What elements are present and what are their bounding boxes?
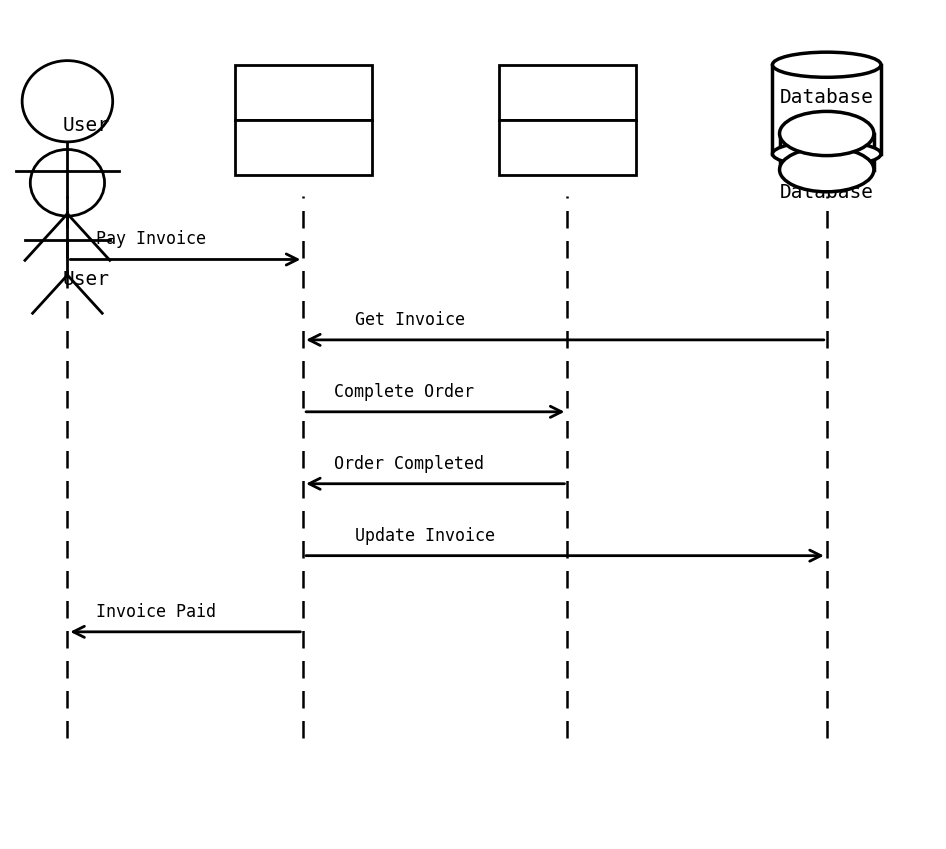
Text: Database: Database	[780, 88, 874, 107]
Text: Order Completed: Order Completed	[334, 455, 483, 473]
Text: Invoice Paid: Invoice Paid	[96, 603, 216, 621]
Text: Complete Order: Complete Order	[334, 383, 474, 401]
Ellipse shape	[773, 141, 881, 166]
Text: User: User	[62, 115, 110, 135]
Text: Pay Invoice: Pay Invoice	[96, 230, 205, 249]
Ellipse shape	[780, 148, 874, 192]
Ellipse shape	[780, 111, 874, 155]
Text: Ordering: Ordering	[520, 138, 614, 157]
Text: Payments: Payments	[256, 83, 350, 102]
Text: Update Invoice: Update Invoice	[355, 526, 495, 545]
Text: Ordering: Ordering	[520, 83, 614, 102]
Text: Get Invoice: Get Invoice	[355, 311, 464, 329]
Bar	[235, 65, 372, 120]
Bar	[499, 65, 636, 120]
Text: User: User	[62, 271, 110, 290]
Bar	[499, 120, 636, 175]
Text: Payments: Payments	[256, 138, 350, 157]
Text: Database: Database	[780, 183, 874, 202]
Bar	[235, 120, 372, 175]
Ellipse shape	[773, 52, 881, 77]
